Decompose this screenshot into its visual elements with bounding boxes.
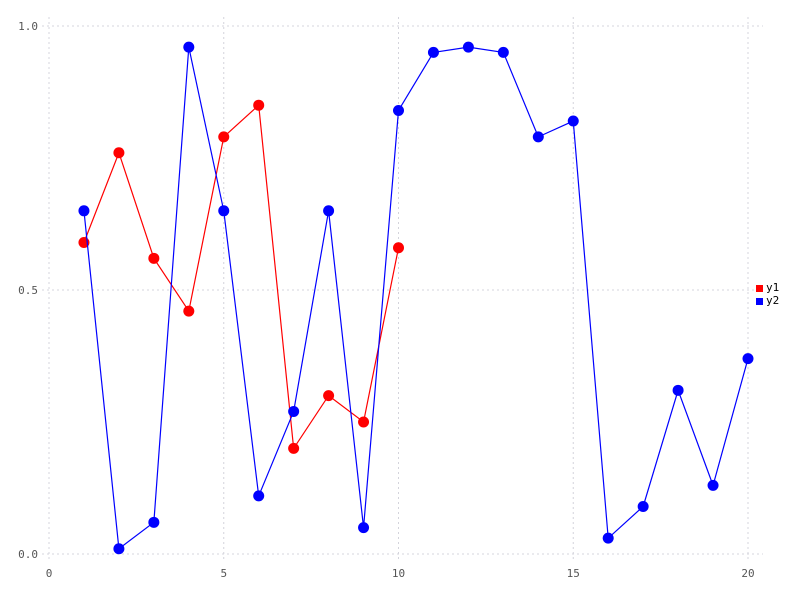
series-y2-point[interactable] bbox=[323, 205, 335, 217]
legend-item-y2[interactable]: y2 bbox=[756, 295, 779, 307]
x-axis-tick-label: 20 bbox=[741, 567, 754, 580]
series-y2-line bbox=[83, 46, 749, 550]
series-y1-point[interactable] bbox=[323, 390, 335, 402]
x-axis-tick-label: 0 bbox=[46, 567, 53, 580]
series-y1-point[interactable] bbox=[358, 416, 370, 428]
series-y2-point[interactable] bbox=[288, 405, 300, 417]
series-y1-point[interactable] bbox=[393, 242, 404, 254]
y-axis-tick-label: 0.0 bbox=[18, 548, 38, 561]
series-y1-point[interactable] bbox=[148, 252, 160, 264]
series-y2-point[interactable] bbox=[113, 543, 125, 555]
series-y2-point[interactable] bbox=[672, 384, 684, 396]
series-y2-point[interactable] bbox=[497, 46, 509, 58]
legend: y1 y2 bbox=[756, 282, 779, 307]
series-y1-point[interactable] bbox=[288, 442, 300, 454]
series-y2-point[interactable] bbox=[637, 500, 649, 512]
series-y2-point[interactable] bbox=[567, 115, 579, 127]
legend-label-y1: y1 bbox=[766, 281, 780, 294]
series-y2-point[interactable] bbox=[358, 522, 370, 534]
series-y2-point[interactable] bbox=[462, 41, 474, 53]
y-axis-tick-label: 1.0 bbox=[18, 20, 38, 33]
x-axis-tick-label: 15 bbox=[567, 567, 580, 580]
series-y1-point[interactable] bbox=[218, 131, 230, 143]
series-y2-point[interactable] bbox=[393, 104, 404, 116]
series-y2-point[interactable] bbox=[742, 353, 754, 365]
series-y1-line bbox=[83, 103, 400, 451]
series-y2-point[interactable] bbox=[532, 131, 544, 143]
series-y2-point[interactable] bbox=[148, 516, 160, 528]
legend-item-y1[interactable]: y1 bbox=[756, 282, 779, 294]
series-y2-point[interactable] bbox=[78, 205, 90, 217]
legend-swatch-y1-icon bbox=[756, 284, 763, 292]
series-y2-point[interactable] bbox=[602, 532, 614, 544]
series-y1-point[interactable] bbox=[253, 99, 265, 111]
y-axis-tick-label: 0.5 bbox=[18, 284, 38, 297]
x-axis-tick-label: 10 bbox=[392, 567, 405, 580]
series-y2-point[interactable] bbox=[183, 41, 195, 53]
series-y2-point[interactable] bbox=[253, 490, 265, 502]
x-axis-tick-label: 5 bbox=[220, 567, 227, 580]
series-y1-point[interactable] bbox=[183, 305, 195, 317]
series-y2-point[interactable] bbox=[218, 205, 230, 217]
series-y1-point[interactable] bbox=[113, 147, 125, 159]
series-y2-point[interactable] bbox=[707, 479, 719, 491]
legend-label-y2: y2 bbox=[766, 294, 780, 307]
series-y2-point[interactable] bbox=[427, 46, 439, 58]
legend-swatch-y2-icon bbox=[756, 297, 763, 305]
